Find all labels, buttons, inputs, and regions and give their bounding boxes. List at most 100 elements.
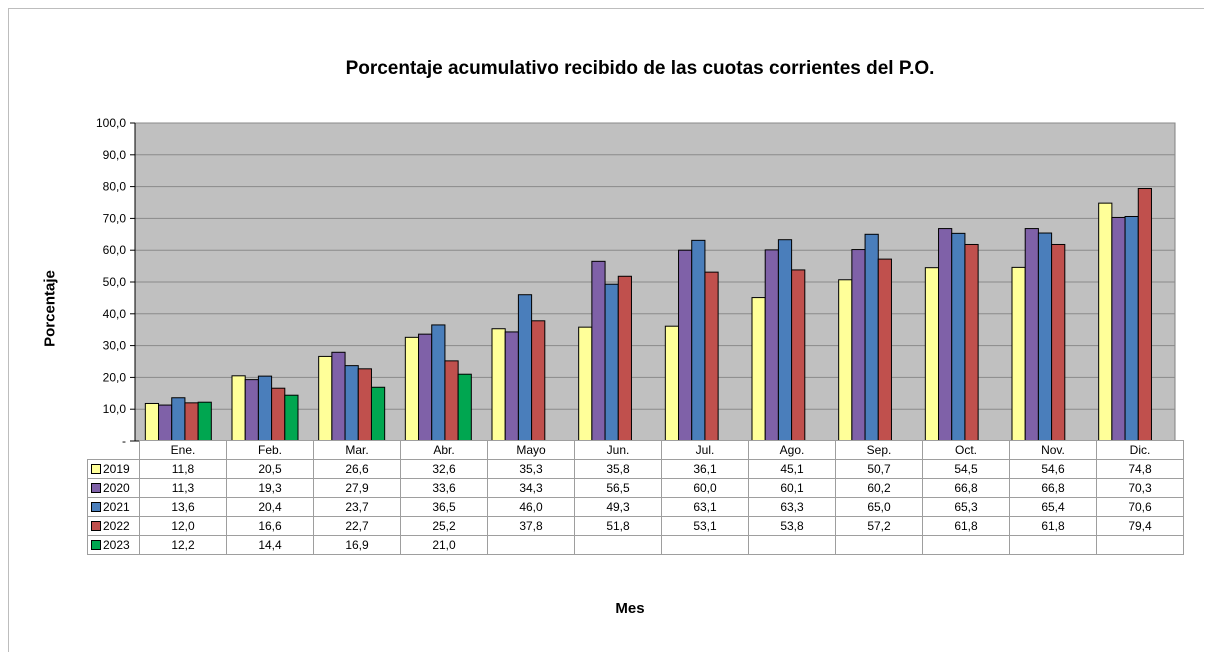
- data-label: 21,0: [400, 535, 488, 555]
- bar-2021-11: [1124, 215, 1139, 442]
- data-label: 35,8: [574, 459, 662, 479]
- bar-2022-5: [617, 275, 632, 442]
- bar-2022-7: [791, 269, 806, 442]
- bar-2019-9: [924, 267, 940, 442]
- bar-2019-3: [404, 336, 420, 442]
- bar-2019-8: [838, 279, 853, 442]
- data-label: 32,6: [400, 459, 488, 479]
- data-label: 35,3: [487, 459, 575, 479]
- bar-2021-9: [951, 232, 966, 442]
- legend-entry: 2021: [87, 497, 140, 517]
- x-tick-label: Nov.: [1009, 440, 1097, 460]
- bar-2020-1: [244, 379, 259, 442]
- legend-swatch: [91, 502, 101, 512]
- data-label: 33,6: [400, 478, 488, 498]
- table-row: 2019 11,8 20,5 26,6 32,6 35,3 35,8 36,1 45,1 50,7…: [87, 459, 1184, 479]
- bar-2019-1: [231, 375, 246, 442]
- legend-swatch: [91, 521, 101, 531]
- data-label: 74,8: [1096, 459, 1184, 479]
- bar-2019-7: [751, 297, 766, 442]
- y-tick-label: 90,0: [103, 148, 127, 162]
- data-label: 36,1: [661, 459, 749, 479]
- data-label: [487, 535, 575, 555]
- legend-swatch: [91, 464, 101, 474]
- bar-2021-0: [171, 397, 186, 442]
- y-tick-label: 30,0: [103, 339, 127, 353]
- data-label: 34,3: [487, 478, 575, 498]
- table-corner: [88, 441, 140, 460]
- bar-2022-1: [271, 387, 286, 442]
- bar-2020-5: [591, 260, 606, 442]
- bar-2021-8: [864, 233, 879, 442]
- y-tick-label: 80,0: [103, 180, 127, 194]
- data-label: 54,6: [1009, 459, 1097, 479]
- legend-entry: 2019: [87, 459, 140, 479]
- data-label: 60,0: [661, 478, 749, 498]
- data-label: 79,4: [1096, 516, 1184, 536]
- data-label: [922, 535, 1010, 555]
- x-tick-label: Jun.: [574, 440, 662, 460]
- bar-2019-4: [491, 328, 506, 442]
- bar-2019-10: [1011, 266, 1026, 442]
- y-tick-label: 100,0: [96, 116, 126, 130]
- x-tick-label: Ago.: [748, 440, 836, 460]
- bar-2020-8: [851, 249, 866, 442]
- data-label: 63,3: [748, 497, 836, 517]
- data-label: [1009, 535, 1097, 555]
- bar-2022-4: [531, 320, 546, 442]
- legend-label: 2019: [103, 462, 130, 476]
- data-label: [574, 535, 662, 555]
- bar-2021-2: [344, 365, 359, 442]
- bar-2020-4: [504, 331, 519, 442]
- bar-2021-10: [1037, 232, 1053, 442]
- data-label: 53,8: [748, 516, 836, 536]
- y-tick-label: 20,0: [103, 370, 127, 384]
- data-label: 66,8: [1009, 478, 1097, 498]
- data-label: 70,3: [1096, 478, 1184, 498]
- bar-2021-3: [431, 324, 446, 442]
- data-label: 19,3: [226, 478, 314, 498]
- data-label: 16,6: [226, 516, 314, 536]
- x-tick-label: Dic.: [1096, 440, 1184, 460]
- data-label: 14,4: [226, 535, 314, 555]
- data-label: 65,4: [1009, 497, 1097, 517]
- x-tick-label: Abr.: [400, 440, 488, 460]
- x-tick-label: Sep.: [835, 440, 923, 460]
- bar-2020-3: [418, 333, 433, 442]
- data-label: 60,2: [835, 478, 923, 498]
- bar-2019-11: [1098, 202, 1113, 442]
- data-label: [835, 535, 923, 555]
- data-label: 54,5: [922, 459, 1010, 479]
- data-label: 26,6: [313, 459, 401, 479]
- bar-2022-8: [877, 258, 892, 442]
- x-tick-label: Oct.: [922, 440, 1010, 460]
- data-label: 13,6: [139, 497, 227, 517]
- data-label: 11,3: [139, 478, 227, 498]
- bar-2019-2: [318, 355, 333, 442]
- bar-2022-0: [184, 402, 199, 442]
- data-label: 46,0: [487, 497, 575, 517]
- data-label: [1096, 535, 1184, 555]
- bar-2023-3: [457, 373, 472, 442]
- legend-swatch: [91, 483, 101, 493]
- x-tick-label: Mayo: [487, 440, 575, 460]
- y-tick-label: 60,0: [103, 243, 127, 257]
- data-label: 16,9: [313, 535, 401, 555]
- table-row: 2022 12,0 16,6 22,7 25,2 37,8 51,8 53,1 53,8 57,2…: [87, 516, 1184, 536]
- data-label: 57,2: [835, 516, 923, 536]
- data-label: 49,3: [574, 497, 662, 517]
- bar-2022-11: [1137, 188, 1152, 442]
- data-label: 70,6: [1096, 497, 1184, 517]
- table-header-row: Ene. Feb. Mar. Abr. Mayo Jun. Jul. Ago. Sep. Oct.…: [88, 440, 1184, 460]
- data-label: 25,2: [400, 516, 488, 536]
- bar-2020-0: [158, 404, 173, 442]
- data-label: 50,7: [835, 459, 923, 479]
- chart-frame: [8, 8, 1204, 652]
- bar-2020-11: [1111, 216, 1126, 442]
- y-tick-label: 40,0: [103, 307, 127, 321]
- y-tick-label: 50,0: [103, 275, 127, 289]
- bar-2021-7: [777, 239, 793, 442]
- data-label: 12,0: [139, 516, 227, 536]
- data-label: 61,8: [1009, 516, 1097, 536]
- legend-label: 2021: [103, 500, 130, 514]
